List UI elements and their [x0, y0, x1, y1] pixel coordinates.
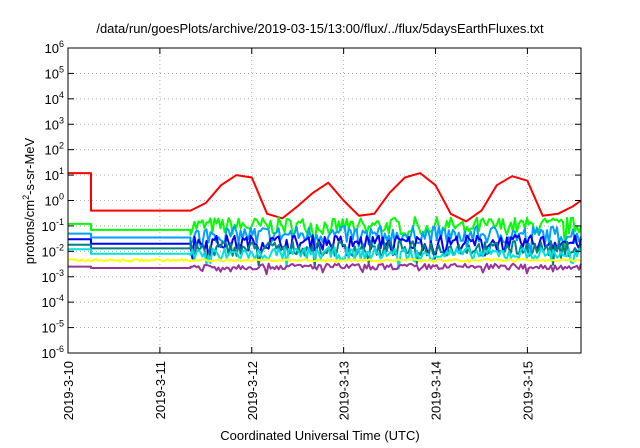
- y-tick-label: 105: [45, 64, 64, 81]
- y-tick-label: 10-5: [42, 319, 64, 336]
- y-tick-label: 102: [45, 141, 64, 158]
- x-tick-label: 2019-3-15: [520, 361, 535, 420]
- series-line-7: [67, 258, 582, 264]
- plot-frame: [67, 47, 582, 354]
- x-tick-label: 2019-3-14: [429, 361, 444, 420]
- series-line-8: [68, 262, 582, 276]
- y-tick-label: 103: [45, 115, 64, 132]
- series-line-1: [68, 172, 582, 223]
- grid-lines: [68, 48, 581, 353]
- series-line-3: [68, 224, 582, 254]
- y-tick-label: 10-1: [42, 217, 64, 234]
- y-tick-label: 101: [45, 166, 64, 183]
- y-tick-label: 10-2: [42, 242, 64, 259]
- x-tick-label: 2019-3-12: [245, 361, 260, 420]
- y-tick-label: 10-6: [42, 344, 64, 361]
- y-tick-label: 10-3: [42, 268, 64, 285]
- series-line-6: [68, 246, 582, 270]
- series-group: [67, 172, 582, 276]
- x-axis-label: Coordinated Universal Time (UTC): [220, 428, 420, 443]
- chart-title: /data/run/goesPlots/archive/2019-03-15/1…: [96, 21, 544, 36]
- x-tick-label: 2019-3-11: [153, 361, 168, 419]
- axes-group: 10-6 10-5 10-4 10-3 10-2 10-1 100 101 102 103 104 1…: [42, 39, 582, 420]
- y-tick-label: 106: [45, 39, 64, 56]
- y-tick-label: 100: [45, 192, 64, 209]
- y-tick-label: 10-4: [42, 293, 64, 310]
- y-tick-label: 104: [45, 90, 64, 107]
- x-tick-label: 2019-3-13: [337, 361, 352, 420]
- x-tick-label: 2019-3-10: [61, 361, 76, 420]
- series-line-5: [68, 240, 582, 269]
